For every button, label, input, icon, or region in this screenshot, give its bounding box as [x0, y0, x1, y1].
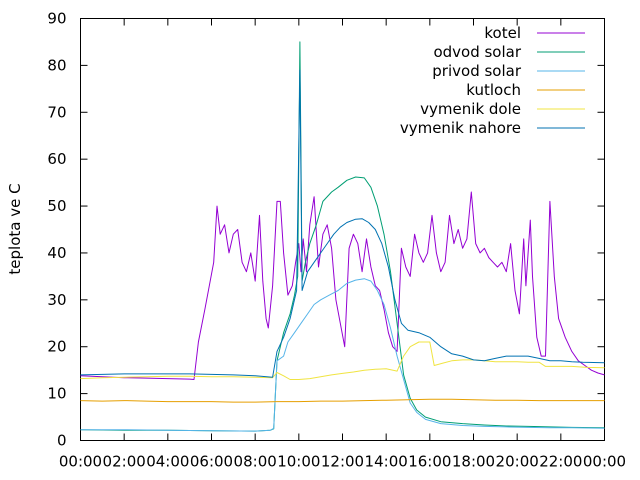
series-line-privod-solar: [80, 278, 605, 432]
x-tick-label: 06:00: [190, 453, 233, 471]
x-tick-label: 16:00: [408, 453, 451, 471]
legend-label: privod solar: [432, 62, 522, 80]
legend-label: kutloch: [466, 81, 521, 99]
y-axis-label: teplota ve C: [6, 183, 24, 274]
series-line-vymenik-dole: [80, 341, 605, 380]
x-tick-label: 00:00: [59, 453, 102, 471]
y-tick-label: 90: [47, 10, 66, 28]
legend-label: vymenik nahore: [400, 119, 521, 137]
y-tick-label: 60: [47, 150, 66, 168]
legend-label: vymenik dole: [420, 100, 521, 118]
y-tick-label: 70: [47, 103, 66, 121]
y-tick-label: 40: [47, 244, 66, 262]
y-tick-label: 30: [47, 291, 66, 309]
y-tick-label: 50: [47, 197, 66, 215]
legend-label: kotel: [484, 24, 521, 42]
y-tick-label: 0: [57, 432, 67, 450]
x-tick-label: 08:00: [234, 453, 277, 471]
x-tick-label: 20:00: [496, 453, 539, 471]
x-tick-label: 10:00: [277, 453, 320, 471]
x-tick-label: 14:00: [365, 453, 408, 471]
x-tick-label: 04:00: [146, 453, 189, 471]
y-tick-label: 20: [47, 338, 66, 356]
series-line-odvod-solar: [80, 41, 605, 432]
plot-frame: [80, 18, 605, 441]
series-line-kutloch: [80, 398, 605, 403]
series-line-kotel: [80, 191, 605, 380]
x-tick-label: 22:00: [539, 453, 582, 471]
x-tick-label: 18:00: [452, 453, 495, 471]
legend-label: odvod solar: [433, 43, 521, 61]
x-tick-label: 02:00: [103, 453, 146, 471]
x-tick-label: 12:00: [321, 453, 364, 471]
x-tick-label: 00:00: [583, 453, 626, 471]
y-tick-label: 80: [47, 56, 66, 74]
y-tick-label: 10: [47, 385, 66, 403]
series-line-vymenik-nahore: [80, 69, 605, 378]
